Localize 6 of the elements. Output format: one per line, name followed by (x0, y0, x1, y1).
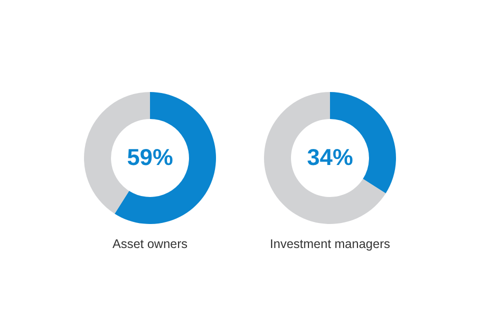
data-label: 34% (306, 144, 354, 170)
text: Investment managers (270, 237, 390, 251)
donut-slice (264, 92, 386, 224)
donut-slice (114, 92, 216, 224)
data-label: 59% (126, 144, 174, 170)
text: Asset owners (112, 237, 188, 251)
